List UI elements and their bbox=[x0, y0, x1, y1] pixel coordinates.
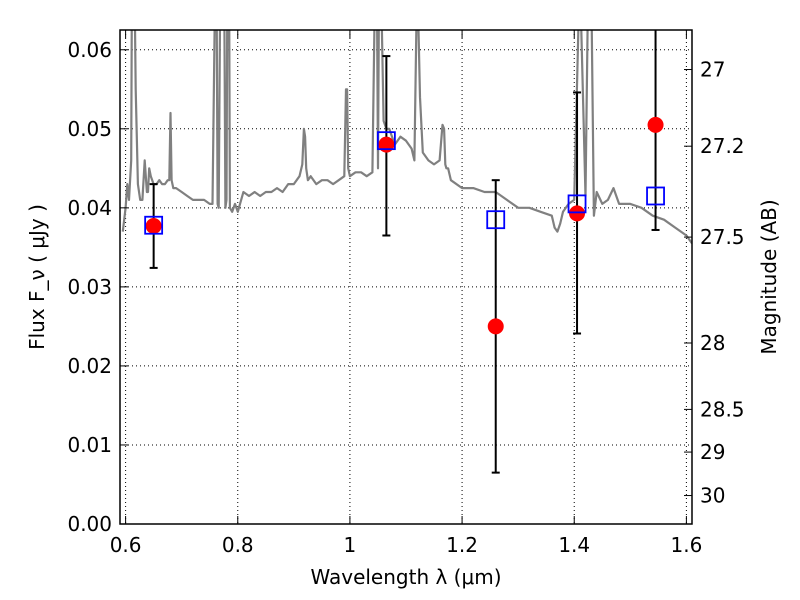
model-flux-square bbox=[376, 131, 396, 151]
observed-point bbox=[145, 218, 162, 235]
model-flux-square bbox=[567, 194, 587, 214]
model-flux-square bbox=[144, 215, 164, 235]
right-tick-label: 28.5 bbox=[700, 397, 745, 421]
y-tick-label: 0.00 bbox=[67, 512, 112, 536]
y-tick-label: 0.02 bbox=[67, 354, 112, 378]
observed-points-layer bbox=[145, 116, 664, 335]
model-spectrum-line bbox=[121, 30, 692, 245]
x-axis-label: Wavelength λ (μm) bbox=[310, 565, 501, 589]
model-spectrum-layer bbox=[121, 30, 692, 245]
observed-point bbox=[487, 318, 504, 335]
model-flux-layer bbox=[144, 131, 665, 235]
right-tick-label: 27.2 bbox=[700, 134, 745, 158]
right-tick-label: 28 bbox=[700, 331, 725, 355]
x-tick-label: 1.2 bbox=[446, 533, 478, 557]
right-tick-label: 30 bbox=[700, 484, 725, 508]
model-flux-square bbox=[646, 186, 665, 206]
y-tick-label: 0.03 bbox=[67, 275, 112, 299]
right-tick-label: 29 bbox=[700, 440, 725, 464]
y-tick-label: 0.01 bbox=[67, 433, 112, 457]
x-tick-label: 1.4 bbox=[558, 533, 590, 557]
axis-ticks: 0.6 0.8 1 1.2 1.4 1.6 0.00 0.01 0.02 0.03 0.04 0.05… bbox=[67, 30, 745, 557]
x-tick-label: 0.8 bbox=[222, 533, 254, 557]
observed-point bbox=[647, 116, 664, 133]
y-tick-label: 0.05 bbox=[67, 117, 112, 141]
model-flux-square bbox=[486, 210, 506, 230]
x-tick-label: 1 bbox=[344, 533, 357, 557]
y-tick-label: 0.06 bbox=[67, 38, 112, 62]
right-tick-label: 27 bbox=[700, 58, 725, 82]
y-axis-label-right: Magnitude (AB) bbox=[757, 199, 781, 354]
right-tick-label: 27.5 bbox=[700, 225, 745, 249]
grid bbox=[120, 30, 692, 525]
observed-point bbox=[378, 136, 395, 153]
y-tick-label: 0.04 bbox=[67, 196, 112, 220]
x-tick-label: 0.6 bbox=[110, 533, 142, 557]
observed-point bbox=[569, 205, 586, 222]
x-tick-label: 1.6 bbox=[670, 533, 702, 557]
y-axis-label-left: Flux F_ν ( μJy ) bbox=[25, 204, 49, 350]
plot-frame bbox=[119, 29, 693, 525]
